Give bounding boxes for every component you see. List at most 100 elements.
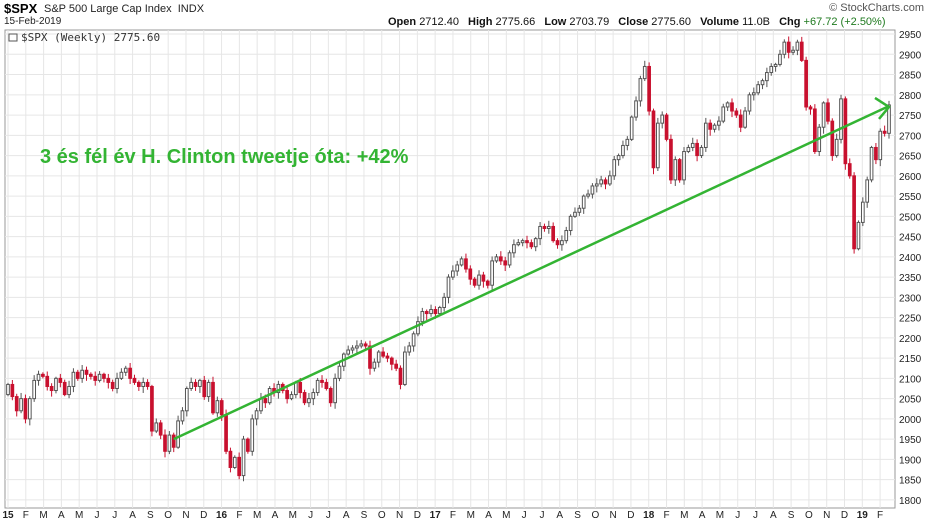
candle-body [730,102,734,112]
candle [10,379,15,401]
index-name: S&P 500 Large Cap Index INDX [44,3,204,15]
candle [45,371,50,391]
candle [529,239,534,250]
candle-body [725,102,730,108]
candle-body [115,377,119,390]
candle [389,356,394,371]
candle [241,435,246,482]
candle [211,376,215,415]
x-tick-label: M [289,510,297,521]
plot-area [4,29,896,509]
x-tick-label: 17 [430,510,442,521]
candle [41,372,45,379]
x-tick-label: J [735,510,740,521]
candle-body [385,355,390,359]
candle-body [10,383,15,398]
candle [577,204,582,216]
candle [285,385,289,404]
x-tick-label: D [200,510,207,521]
candle-body [529,242,534,248]
candle [394,359,399,372]
candle [102,372,106,383]
candle [677,158,682,183]
x-tick-label: F [236,510,242,521]
candle-body [49,385,54,392]
candle [206,379,211,402]
y-tick-label: 2350 [899,273,922,284]
candle-body [533,238,538,248]
candle-body [180,410,185,422]
candle-body [333,377,337,404]
x-tick-label: O [378,510,386,521]
candle [359,339,364,349]
candle-body [847,163,852,177]
candle [154,418,159,434]
candle-body [520,240,525,244]
candle-body [708,122,713,130]
candle [642,60,647,82]
candle [158,420,163,440]
candle-body [560,240,564,246]
candle [93,371,98,386]
x-tick-label: S [361,510,368,521]
candle-body [145,381,150,387]
y-tick-label: 2650 [899,152,922,163]
x-tick-label: 19 [857,510,869,521]
candle [307,392,311,408]
x-axis-ticks: 15 F M A M J J A S O N D 16 F M A M J J A S O N D 17 F M A M J J A S O N D 1… [2,510,883,521]
candle-body [760,80,765,86]
candle [738,109,743,133]
legend-swatch [8,33,18,42]
candle-body [647,65,651,112]
candle-body [302,392,307,404]
candle-body [389,357,394,365]
candle-body [799,41,804,61]
candle [355,340,359,354]
x-tick-label: F [23,510,29,521]
candle [682,147,686,185]
high-label: High [468,16,493,28]
x-tick-label: N [182,510,189,521]
candle-body [677,159,682,181]
candle-body [307,398,311,404]
candle-body [695,142,699,157]
candle [372,358,377,372]
candle-body [206,381,211,398]
candle [163,429,167,458]
candle [171,432,176,453]
candle-body [193,381,198,387]
candle [799,36,804,63]
index-name-text: S&P 500 Large Cap Index [44,3,172,15]
candle-body [285,390,289,400]
candle [847,158,852,179]
candle [865,176,870,208]
candle [198,378,202,393]
close-label: Close [618,16,649,28]
candle [459,256,464,267]
candle-body [686,146,691,153]
candle-body [372,361,377,369]
candle-body [621,144,625,157]
candle [128,362,132,385]
candle [36,370,41,386]
candle [145,379,150,390]
candle-body [45,375,50,387]
y-tick-label: 2250 [899,314,922,325]
candle [180,407,185,425]
candle [75,369,80,381]
candle [498,251,503,265]
trendline-arrowhead [874,96,891,120]
candle-body [703,122,708,148]
x-tick-label: D [627,510,634,521]
candle [869,145,874,183]
candle-body [673,159,678,181]
candle [289,391,294,401]
candle-body [250,418,255,452]
x-tick-label: S [147,510,154,521]
candle [97,371,102,383]
candle [874,143,878,165]
x-tick-label: M [502,510,510,521]
candle [786,36,791,59]
candle-body [315,379,320,394]
